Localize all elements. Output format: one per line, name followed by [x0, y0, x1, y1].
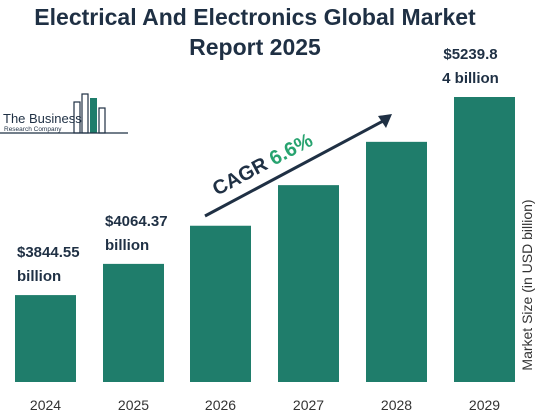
bar-2027	[278, 185, 339, 382]
bar-2025	[103, 263, 164, 382]
value-label-line1: $4064.37	[105, 213, 168, 230]
bars-layer	[15, 97, 515, 382]
x-tick-2029: 2029	[469, 397, 500, 413]
bar-2028	[366, 141, 427, 382]
value-label-line2: 4 billion	[442, 70, 499, 87]
value-label-line2: billion	[17, 268, 61, 285]
x-tick-2027: 2027	[293, 397, 324, 413]
bar-2029	[454, 97, 515, 382]
x-tick-labels-layer: 2024 2025 2026 2027 2028 2029	[30, 397, 500, 413]
cagr-value: 6.6%	[266, 129, 317, 170]
bar-2026	[190, 225, 251, 382]
value-label-2029: $5239.8 4 billion	[442, 46, 499, 87]
value-label-line2: billion	[105, 237, 149, 254]
x-tick-2028: 2028	[381, 397, 412, 413]
logo-name: The Business	[3, 111, 82, 126]
x-tick-2026: 2026	[205, 397, 236, 413]
company-logo-icon	[0, 93, 128, 134]
chart-title-line2: Report 2025	[189, 34, 321, 60]
value-label-line1: $5239.8	[443, 46, 497, 63]
value-label-2024: $3844.55 billion	[17, 244, 80, 285]
y-axis-label: Market Size (in USD billion)	[519, 199, 535, 371]
value-label-2025: $4064.37 billion	[105, 213, 168, 254]
logo-subtitle: Research Company	[4, 126, 62, 133]
x-tick-2024: 2024	[30, 397, 61, 413]
chart-title: Electrical And Electronics Global Market…	[0, 2, 510, 62]
value-labels-layer: $3844.55 billion $4064.37 billion $5239.8 4 b…	[17, 46, 499, 285]
bar-2024	[15, 295, 76, 382]
x-tick-2025: 2025	[118, 397, 149, 413]
value-label-line1: $3844.55	[17, 244, 80, 261]
chart-title-line1: Electrical And Electronics Global Market	[34, 4, 476, 30]
